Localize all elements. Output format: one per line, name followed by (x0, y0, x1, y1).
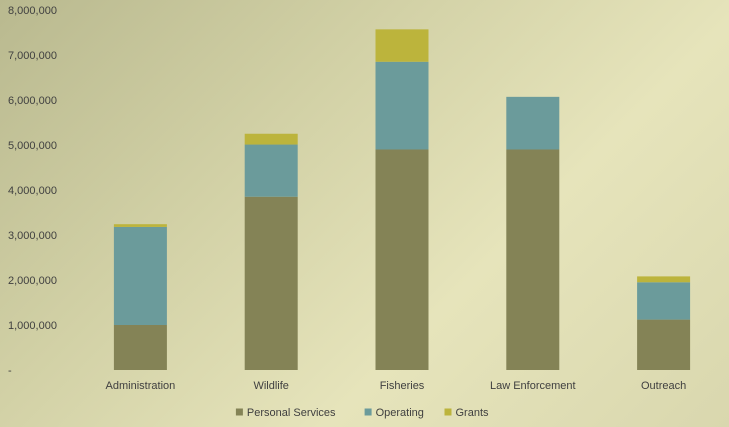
legend-swatch (444, 408, 452, 416)
y-tick-label: 6,000,000 (8, 95, 57, 107)
legend-label: Personal Services (247, 407, 336, 419)
bar-segment-operating (375, 61, 429, 150)
bar-segment-personal-services (375, 149, 429, 370)
x-category-label: Law Enforcement (490, 380, 576, 392)
x-axis: Administration Wildlife Fisheries Law Enfor… (106, 380, 687, 392)
x-category-label: Wildlife (253, 380, 288, 392)
y-tick-label: 2,000,000 (8, 275, 57, 287)
bar-segment-operating (637, 282, 691, 320)
bar-segment-grants (637, 276, 691, 283)
y-tick-label: 1,000,000 (8, 320, 57, 332)
y-tick-label: 8,000,000 (8, 5, 57, 17)
legend-label: Grants (456, 407, 490, 419)
bar-segment-grants (375, 29, 429, 62)
legend-swatch (235, 408, 243, 416)
y-tick-label: 7,000,000 (8, 50, 57, 62)
y-axis: - 1,000,000 2,000,000 3,000,000 4,000,000 5,0… (8, 5, 57, 377)
bar-segment-personal-services (506, 149, 560, 370)
y-tick-label: 4,000,000 (8, 185, 57, 197)
y-tick-label: 3,000,000 (8, 230, 57, 242)
bar-segment-grants (113, 224, 167, 227)
bars (113, 29, 691, 370)
bar-segment-grants (244, 133, 298, 145)
x-category-label: Outreach (641, 380, 686, 392)
bar-segment-personal-services (637, 319, 691, 370)
bar-segment-personal-services (244, 196, 298, 370)
bar-segment-personal-services (113, 325, 167, 370)
bar-segment-operating (113, 226, 167, 325)
x-category-label: Administration (106, 380, 176, 392)
legend-swatch (364, 408, 372, 416)
y-tick-label: - (8, 365, 12, 377)
legend: Personal Services Operating Grants (235, 407, 490, 419)
bar-segment-operating (506, 96, 560, 150)
y-tick-label: 5,000,000 (8, 140, 57, 152)
x-category-label: Fisheries (380, 380, 425, 392)
legend-label: Operating (376, 407, 424, 419)
bar-segment-operating (244, 144, 298, 197)
